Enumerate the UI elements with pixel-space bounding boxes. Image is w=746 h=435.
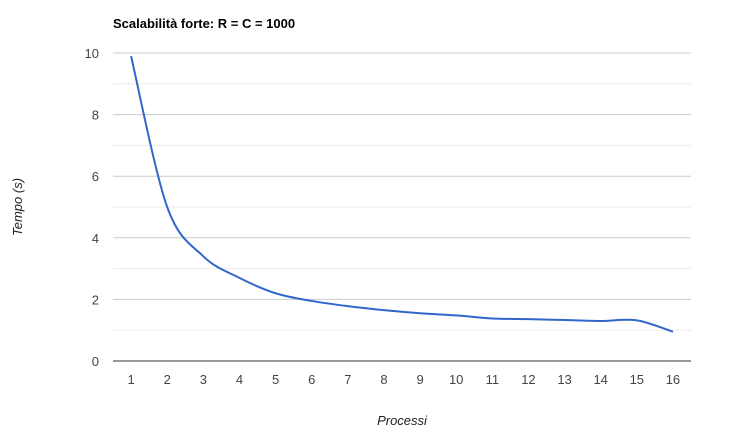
chart-title: Scalabilità forte: R = C = 1000 (113, 16, 295, 31)
y-tick-label: 10 (85, 46, 99, 61)
x-tick-label: 4 (236, 372, 243, 387)
y-axis-title: Tempo (s) (10, 178, 25, 236)
x-tick-label: 2 (164, 372, 171, 387)
x-tick-label: 7 (344, 372, 351, 387)
series-layer (130, 55, 674, 333)
x-tick-label: 9 (416, 372, 423, 387)
x-tick-label: 13 (557, 372, 571, 387)
grid-lines (113, 52, 691, 331)
x-tick-label: 6 (308, 372, 315, 387)
x-tick-label: 14 (593, 372, 607, 387)
x-tick-label: 12 (521, 372, 535, 387)
x-tick-label: 15 (630, 372, 644, 387)
x-tick-label: 5 (272, 372, 279, 387)
x-tick-label: 11 (486, 372, 500, 387)
x-tick-label: 10 (449, 372, 463, 387)
y-tick-label: 0 (92, 354, 99, 369)
y-tick-label: 6 (92, 169, 99, 184)
y-tick-label: 8 (92, 108, 99, 123)
x-tick-label: 8 (380, 372, 387, 387)
series-line (130, 55, 674, 333)
y-tick-label: 4 (92, 231, 99, 246)
x-axis-title: Processi (377, 413, 428, 428)
x-tick-label: 16 (666, 372, 680, 387)
x-tick-label: 1 (127, 372, 134, 387)
y-tick-label: 2 (92, 292, 99, 307)
x-tick-label: 3 (200, 372, 207, 387)
